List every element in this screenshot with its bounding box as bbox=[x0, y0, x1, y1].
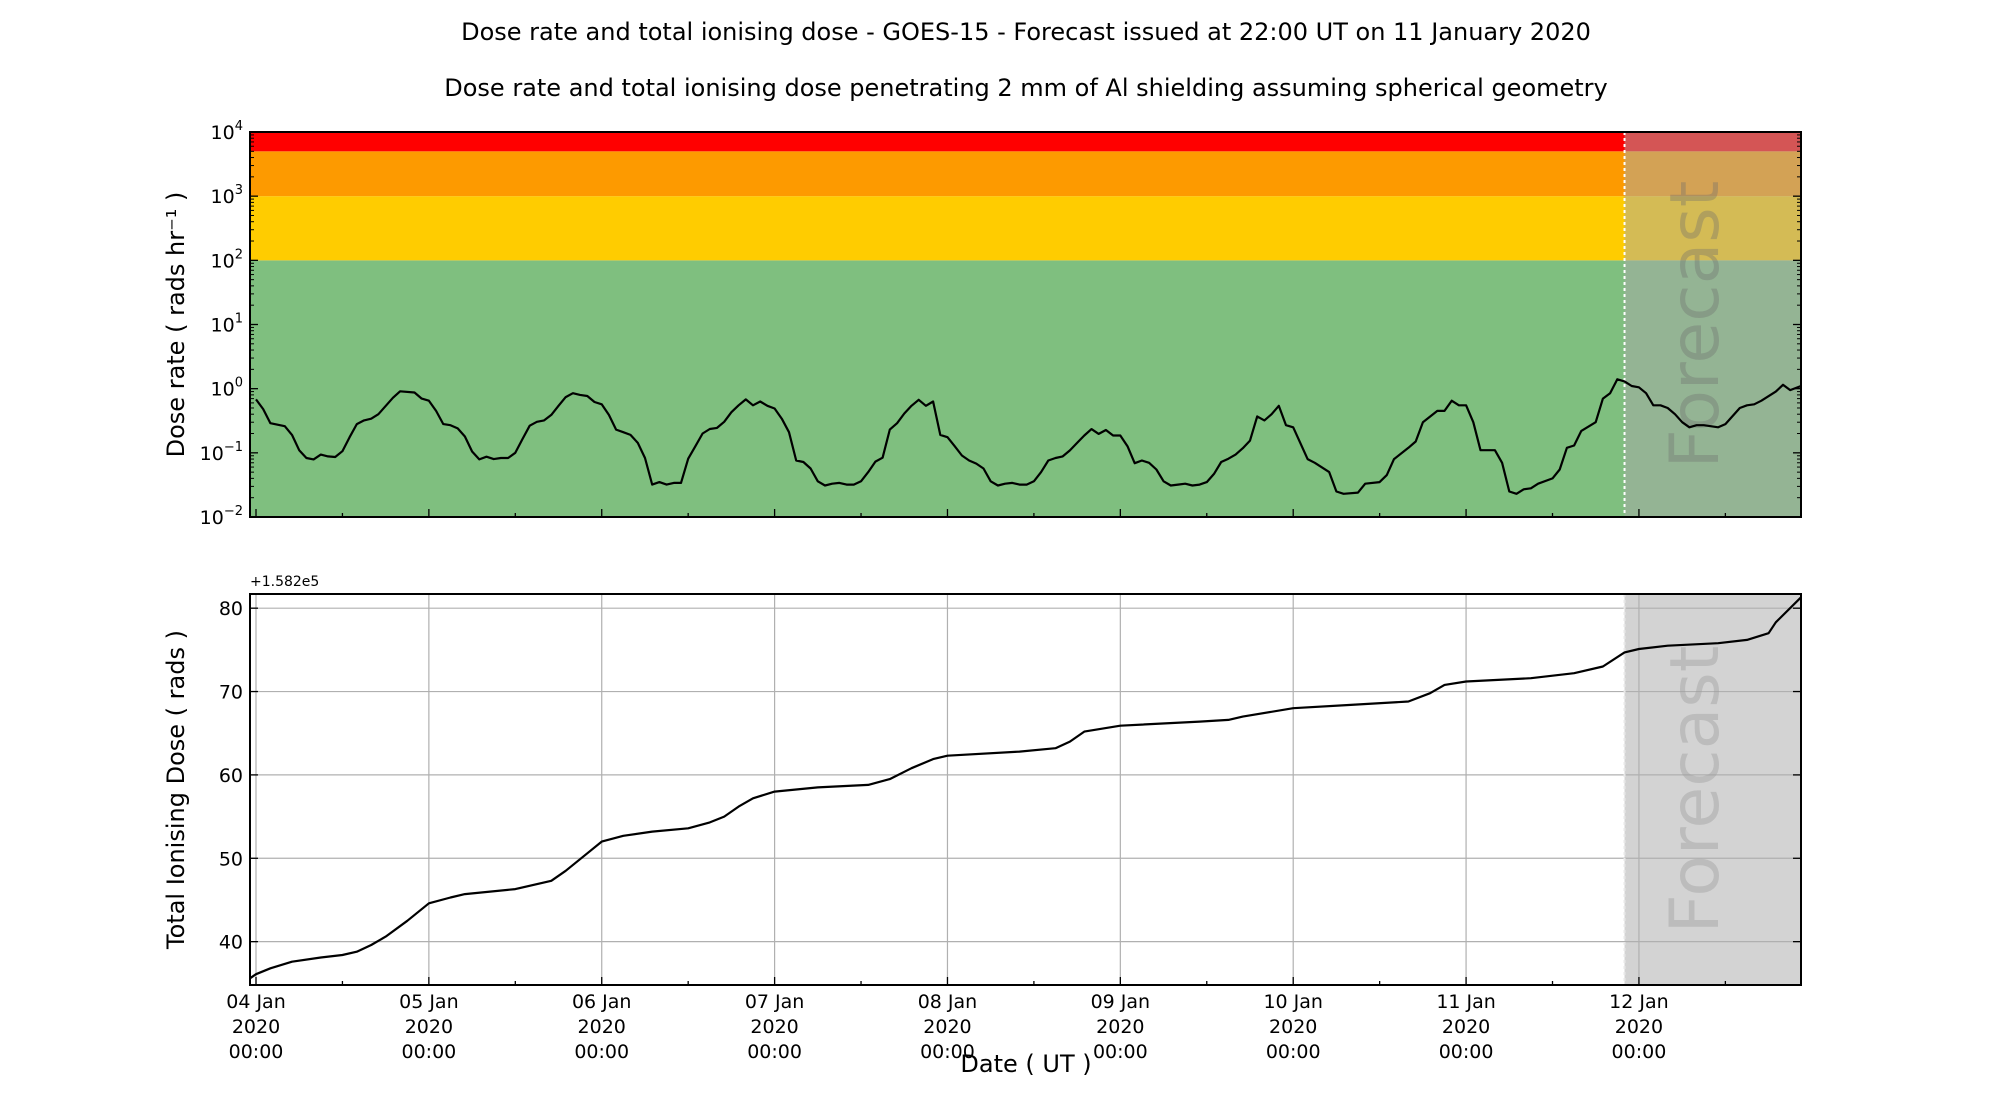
x-tick-label-time: 00:00 bbox=[1612, 1041, 1667, 1063]
forecast-label: Forecast bbox=[1656, 181, 1735, 469]
y-tick-base: 10 bbox=[200, 443, 224, 465]
x-tick-label-day: 12 Jan bbox=[1609, 991, 1669, 1013]
x-tick-label-day: 09 Jan bbox=[1091, 991, 1151, 1013]
x-tick-label-day: 10 Jan bbox=[1263, 991, 1323, 1013]
y-offset-text: +1.582e5 bbox=[250, 574, 319, 590]
y-tick-label: 10−1 bbox=[200, 440, 243, 465]
y-tick-base: 10 bbox=[211, 122, 235, 144]
y-tick-exponent: 3 bbox=[235, 183, 243, 198]
x-tick-label-day: 04 Jan bbox=[226, 991, 286, 1013]
x-axis-label: Date ( UT ) bbox=[960, 1050, 1091, 1078]
forecast-shading bbox=[1624, 594, 1801, 985]
x-tick-label-year: 2020 bbox=[750, 1016, 798, 1038]
x-tick-label-time: 00:00 bbox=[1439, 1041, 1494, 1063]
x-tick-label-day: 07 Jan bbox=[745, 991, 805, 1013]
y-tick-label: 102 bbox=[211, 247, 243, 272]
forecast-overlay bbox=[1624, 132, 1801, 517]
y-tick-label: 100 bbox=[211, 376, 243, 401]
y-tick-label: 40 bbox=[219, 932, 243, 954]
x-tick-label-year: 2020 bbox=[1269, 1016, 1317, 1038]
y-tick-exponent: 0 bbox=[235, 376, 243, 391]
x-tick-label-year: 2020 bbox=[923, 1016, 971, 1038]
y-axis-label: Dose rate ( rads hr⁻¹ ) bbox=[162, 192, 190, 458]
total-dose-panel: Forecast 40 50 60 70 80 Total Ionising Dose ( … bbox=[162, 574, 1802, 1063]
y-tick-label: 50 bbox=[219, 848, 243, 870]
y-axis-label: Total Ionising Dose ( rads ) bbox=[162, 630, 190, 950]
y-tick-label: 70 bbox=[219, 682, 243, 704]
y-tick-label: 10−2 bbox=[200, 504, 243, 529]
x-tick-label-year: 2020 bbox=[1615, 1016, 1663, 1038]
x-tick-label-time: 00:00 bbox=[229, 1041, 284, 1063]
y-tick-label: 80 bbox=[219, 598, 243, 620]
y-tick-exponent: −1 bbox=[224, 440, 243, 455]
y-tick-base: 10 bbox=[200, 507, 224, 529]
y-tick-base: 10 bbox=[211, 315, 235, 337]
x-tick-label-day: 05 Jan bbox=[399, 991, 459, 1013]
y-tick-label: 103 bbox=[211, 183, 243, 208]
x-tick-label-time: 00:00 bbox=[1266, 1041, 1321, 1063]
y-tick-base: 10 bbox=[211, 379, 235, 401]
y-tick-label: 104 bbox=[211, 119, 243, 144]
x-tick-label-year: 2020 bbox=[405, 1016, 453, 1038]
x-tick-label-year: 2020 bbox=[1096, 1016, 1144, 1038]
y-tick-base: 10 bbox=[211, 186, 235, 208]
forecast-label: Forecast bbox=[1656, 646, 1735, 934]
figure-subtitle: Dose rate and total ionising dose penetr… bbox=[444, 74, 1608, 102]
figure-title: Dose rate and total ionising dose - GOES… bbox=[461, 18, 1591, 46]
x-tick-label-year: 2020 bbox=[232, 1016, 280, 1038]
y-tick-exponent: 1 bbox=[235, 312, 243, 327]
axes-frame bbox=[249, 593, 1802, 986]
x-tick-label-time: 00:00 bbox=[574, 1041, 629, 1063]
y-tick-base: 10 bbox=[211, 250, 235, 272]
y-tick-exponent: −2 bbox=[224, 504, 243, 519]
series-line-0 bbox=[255, 378, 1802, 495]
y-tick-label: 101 bbox=[211, 312, 243, 337]
x-tick-label-time: 00:00 bbox=[747, 1041, 802, 1063]
x-tick-label-day: 08 Jan bbox=[918, 991, 978, 1013]
y-tick-exponent: 2 bbox=[235, 247, 243, 262]
series-line-0 bbox=[249, 596, 1802, 980]
x-tick-label-day: 11 Jan bbox=[1436, 991, 1496, 1013]
alert-band-2 bbox=[250, 151, 1801, 197]
x-tick-label-time: 00:00 bbox=[401, 1041, 456, 1063]
plot-background bbox=[250, 594, 1801, 985]
x-tick-label-year: 2020 bbox=[578, 1016, 626, 1038]
x-tick-label-year: 2020 bbox=[1442, 1016, 1490, 1038]
alert-band-3 bbox=[250, 132, 1801, 152]
alert-band-1 bbox=[250, 196, 1801, 261]
x-tick-label-day: 06 Jan bbox=[572, 991, 632, 1013]
y-tick-label: 60 bbox=[219, 765, 243, 787]
y-tick-exponent: 4 bbox=[235, 119, 243, 134]
alert-band-0 bbox=[250, 260, 1801, 517]
x-tick-label-time: 00:00 bbox=[920, 1041, 975, 1063]
x-tick-label-time: 00:00 bbox=[1093, 1041, 1148, 1063]
